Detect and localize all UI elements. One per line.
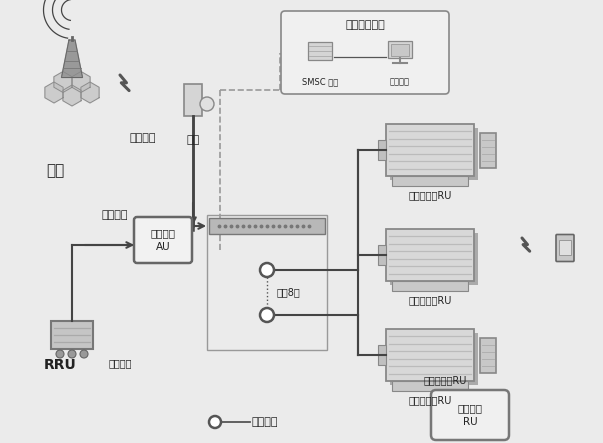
FancyBboxPatch shape (556, 234, 574, 261)
FancyBboxPatch shape (431, 390, 509, 440)
Text: 基站: 基站 (46, 163, 64, 178)
Text: 外接天线型RU: 外接天线型RU (423, 375, 467, 385)
FancyBboxPatch shape (51, 321, 93, 349)
FancyBboxPatch shape (378, 140, 386, 160)
Text: RRU: RRU (43, 358, 77, 372)
FancyBboxPatch shape (388, 41, 412, 58)
Text: 外接天线型RU: 外接天线型RU (408, 190, 452, 200)
Text: 星型8个: 星型8个 (277, 288, 301, 298)
FancyBboxPatch shape (378, 245, 386, 265)
Text: 天线: 天线 (186, 135, 200, 145)
Circle shape (68, 350, 76, 358)
Text: 有线耦合: 有线耦合 (102, 210, 128, 220)
FancyBboxPatch shape (209, 218, 325, 234)
Text: 覆盖单元
RU: 覆盖单元 RU (458, 404, 482, 427)
Text: 外接天线型RU: 外接天线型RU (408, 395, 452, 405)
Polygon shape (62, 40, 83, 78)
FancyBboxPatch shape (386, 124, 474, 176)
Circle shape (260, 308, 274, 322)
Circle shape (80, 350, 88, 358)
FancyBboxPatch shape (392, 381, 468, 391)
Text: 网管中心: 网管中心 (390, 77, 410, 86)
Circle shape (200, 97, 214, 111)
Text: 无线耦合: 无线耦合 (130, 133, 156, 143)
Circle shape (56, 350, 64, 358)
FancyBboxPatch shape (386, 229, 474, 281)
Circle shape (260, 263, 274, 277)
Polygon shape (81, 82, 99, 103)
FancyBboxPatch shape (308, 42, 332, 60)
Text: 定向天线型RU: 定向天线型RU (408, 295, 452, 305)
FancyBboxPatch shape (390, 233, 478, 285)
Text: 射频电缆: 射频电缆 (109, 358, 131, 368)
FancyBboxPatch shape (390, 128, 478, 180)
Polygon shape (54, 71, 72, 93)
Polygon shape (72, 71, 90, 93)
Text: SMSC 交换: SMSC 交换 (302, 77, 338, 86)
FancyBboxPatch shape (392, 176, 468, 186)
FancyBboxPatch shape (480, 132, 496, 167)
FancyBboxPatch shape (390, 333, 478, 385)
FancyBboxPatch shape (378, 345, 386, 365)
Text: 接入单元
AU: 接入单元 AU (151, 229, 175, 252)
FancyBboxPatch shape (134, 217, 192, 263)
FancyBboxPatch shape (386, 329, 474, 381)
FancyBboxPatch shape (559, 240, 571, 254)
Text: 复合光缆: 复合光缆 (252, 417, 279, 427)
FancyBboxPatch shape (391, 44, 409, 56)
Circle shape (209, 416, 221, 428)
FancyBboxPatch shape (184, 84, 202, 116)
Polygon shape (63, 85, 81, 106)
Text: 网管监控平台: 网管监控平台 (345, 20, 385, 30)
Polygon shape (45, 82, 63, 103)
FancyBboxPatch shape (281, 11, 449, 94)
FancyBboxPatch shape (480, 338, 496, 373)
FancyBboxPatch shape (392, 281, 468, 291)
